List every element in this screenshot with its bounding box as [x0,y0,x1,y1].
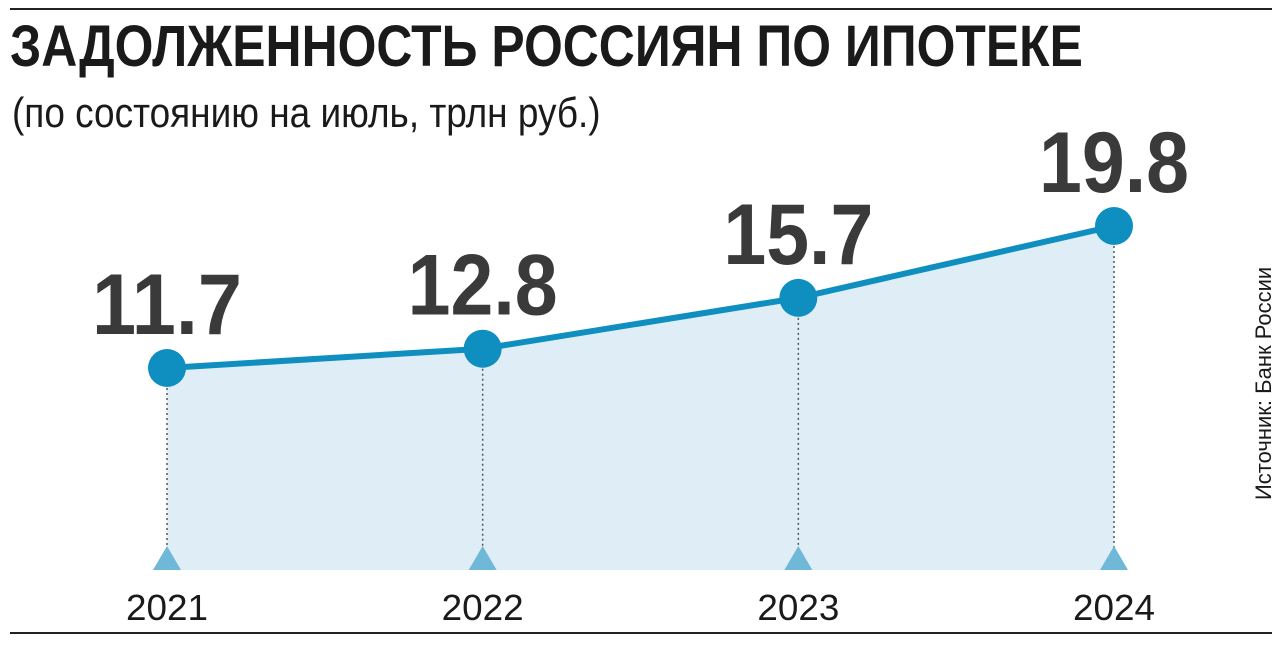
data-point-2023 [779,278,818,317]
top-rule [10,8,1272,10]
data-point-2024 [1095,207,1133,245]
value-label-2021: 11.7 [92,257,242,353]
x-tick-label-2021: 2021 [126,587,208,628]
chart-title: ЗАДОЛЖЕННОСТЬ РОССИЯН ПО ИПОТЕКЕ [10,14,1083,79]
value-label-2023: 15.7 [723,187,873,283]
area-fill [167,226,1114,570]
axis-triangle-2023 [784,546,813,570]
chart-subtitle: (по состоянию на июль, трлн руб.) [12,89,601,136]
axis-triangle-2021 [153,546,181,570]
axis-triangle-2024 [1100,546,1128,570]
source-note: Источник: Банк России [1251,266,1276,500]
x-tick-label-2024: 2024 [1073,587,1155,628]
bottom-rule [10,632,1272,634]
series-line [166,223,1115,371]
data-point-2021 [148,349,186,387]
value-label-2024: 19.8 [1039,115,1189,211]
x-tick-label-2022: 2022 [442,587,524,628]
axis-triangle-2022 [468,546,497,570]
x-tick-label-2023: 2023 [757,587,839,628]
data-point-2022 [463,329,502,368]
value-label-2022: 12.8 [408,238,558,334]
